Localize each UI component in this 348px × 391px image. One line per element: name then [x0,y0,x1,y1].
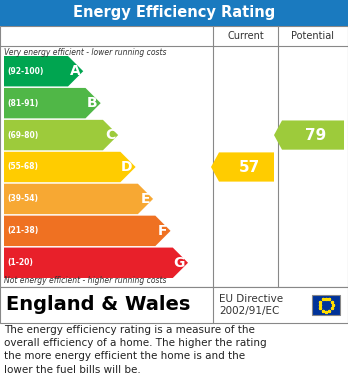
Text: Potential: Potential [292,31,334,41]
Text: The energy efficiency rating is a measure of the
overall efficiency of a home. T: The energy efficiency rating is a measur… [4,325,267,375]
Text: Not energy efficient - higher running costs: Not energy efficient - higher running co… [4,276,166,285]
Text: Energy Efficiency Rating: Energy Efficiency Rating [73,5,275,20]
Polygon shape [4,184,153,214]
Bar [0,26,348,287]
Polygon shape [4,56,83,86]
Polygon shape [4,152,136,182]
Text: (69-80): (69-80) [7,131,38,140]
Text: 79: 79 [306,127,327,143]
Text: (81-91): (81-91) [7,99,38,108]
Text: (92-100): (92-100) [7,67,44,76]
Polygon shape [274,120,344,150]
Text: 57: 57 [239,160,260,174]
Polygon shape [211,152,274,181]
Text: C: C [105,128,115,142]
Text: A: A [70,64,80,78]
Text: EU Directive
2002/91/EC: EU Directive 2002/91/EC [219,294,283,316]
Text: Very energy efficient - lower running costs: Very energy efficient - lower running co… [4,48,166,57]
Bar [0,287,348,323]
Polygon shape [4,248,188,278]
Text: (39-54): (39-54) [7,194,38,203]
Text: D: D [121,160,133,174]
Text: (55-68): (55-68) [7,163,38,172]
Bar [0,0,348,26]
Text: (21-38): (21-38) [7,226,38,235]
Text: (1-20): (1-20) [7,258,33,267]
Text: F: F [158,224,167,238]
Text: E: E [141,192,150,206]
Polygon shape [4,216,171,246]
Text: England & Wales: England & Wales [6,296,190,314]
Text: B: B [87,96,98,110]
Polygon shape [4,120,118,150]
Text: G: G [174,256,185,270]
Bar [312,295,340,315]
Text: Current: Current [227,31,264,41]
Polygon shape [4,88,101,118]
